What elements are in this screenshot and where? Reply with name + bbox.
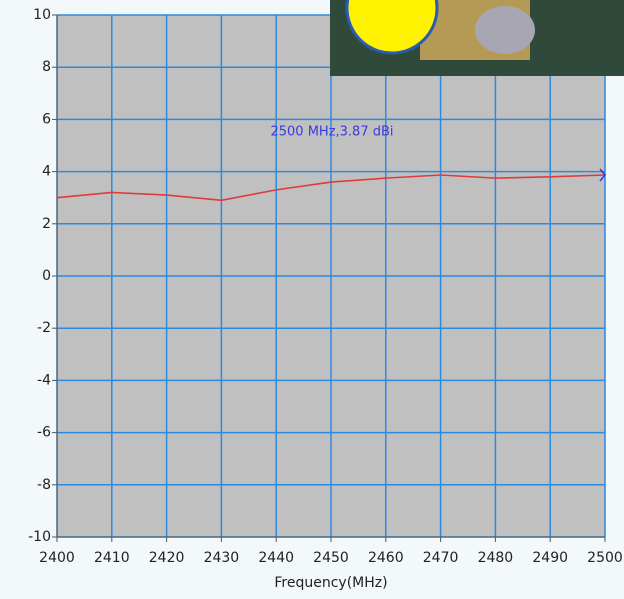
x-tick-label: 2420 [149, 550, 185, 566]
y-tick-label: 0 [42, 268, 51, 284]
cursor-marker [599, 168, 606, 182]
x-tick-label: 2470 [423, 550, 459, 566]
photo-hand [475, 6, 535, 54]
y-tick-label: -2 [37, 320, 51, 336]
x-tick-label: 2460 [368, 550, 404, 566]
x-tick-label: 2480 [478, 550, 514, 566]
photo-inset [330, 0, 624, 76]
y-tick-label: 10 [33, 7, 51, 23]
x-axis-label: Frequency(MHz) [274, 575, 387, 591]
y-tick-label: -6 [37, 425, 51, 441]
x-tick-label: 2410 [94, 550, 130, 566]
y-tick-label: -8 [37, 477, 51, 493]
cursor-annotation: 2500 MHz,3.87 dBi [270, 125, 393, 140]
photo-yellow-disc [345, 0, 439, 55]
plot-layer: -10 -8 -6 -4 -2 0 2 4 6 8 10 2400 2410 2420 2430 2440 24… [28, 7, 623, 566]
x-tick-label: 2450 [313, 550, 349, 566]
y-tick-label: 2 [42, 216, 51, 232]
y-tick-label: 4 [42, 164, 51, 180]
x-tick-label: 2500 [587, 550, 623, 566]
x-tick-label: 2440 [258, 550, 294, 566]
x-tick-label: 2490 [532, 550, 568, 566]
x-tick-label: 2400 [39, 550, 75, 566]
y-tick-label: -10 [28, 529, 51, 545]
y-tick-label: 8 [42, 59, 51, 75]
x-tick-label: 2430 [204, 550, 240, 566]
data-line [56, 174, 606, 202]
y-tick-label: -4 [37, 372, 51, 388]
y-tick-label: 6 [42, 111, 51, 127]
